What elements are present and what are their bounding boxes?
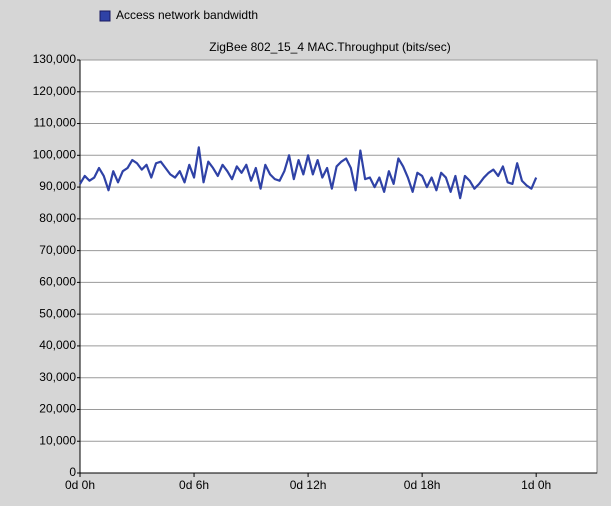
x-tick-label: 0d 18h bbox=[404, 478, 441, 492]
legend-label: Access network bandwidth bbox=[116, 8, 258, 22]
x-tick-label: 0d 6h bbox=[179, 478, 209, 492]
data-line bbox=[79, 146, 538, 200]
plot-area bbox=[79, 59, 598, 474]
chart-title: ZigBee 802_15_4 MAC.Throughput (bits/sec… bbox=[209, 40, 450, 54]
y-tick-label: 110,000 bbox=[34, 116, 77, 130]
x-tick-label: 0d 0h bbox=[65, 478, 95, 492]
y-tick-label: 10,000 bbox=[39, 433, 76, 447]
y-tick-label: 40,000 bbox=[39, 338, 76, 352]
y-tick-label: 130,000 bbox=[33, 52, 77, 66]
y-tick-label: 30,000 bbox=[39, 370, 76, 384]
x-tick-label: 1d 0h bbox=[521, 478, 551, 492]
x-tick-label: 0d 12h bbox=[290, 478, 327, 492]
legend-swatch bbox=[99, 10, 111, 22]
y-tick-label: 50,000 bbox=[39, 306, 76, 320]
y-tick-label: 120,000 bbox=[33, 84, 77, 98]
y-tick-label: 100,000 bbox=[33, 147, 77, 161]
y-tick-label: 70,000 bbox=[39, 243, 76, 257]
y-tick-label: 80,000 bbox=[39, 211, 76, 225]
y-tick-label: 90,000 bbox=[39, 179, 76, 193]
y-tick-label: 60,000 bbox=[39, 275, 76, 289]
y-tick-label: 0 bbox=[69, 465, 76, 479]
y-tick-label: 20,000 bbox=[39, 402, 76, 416]
